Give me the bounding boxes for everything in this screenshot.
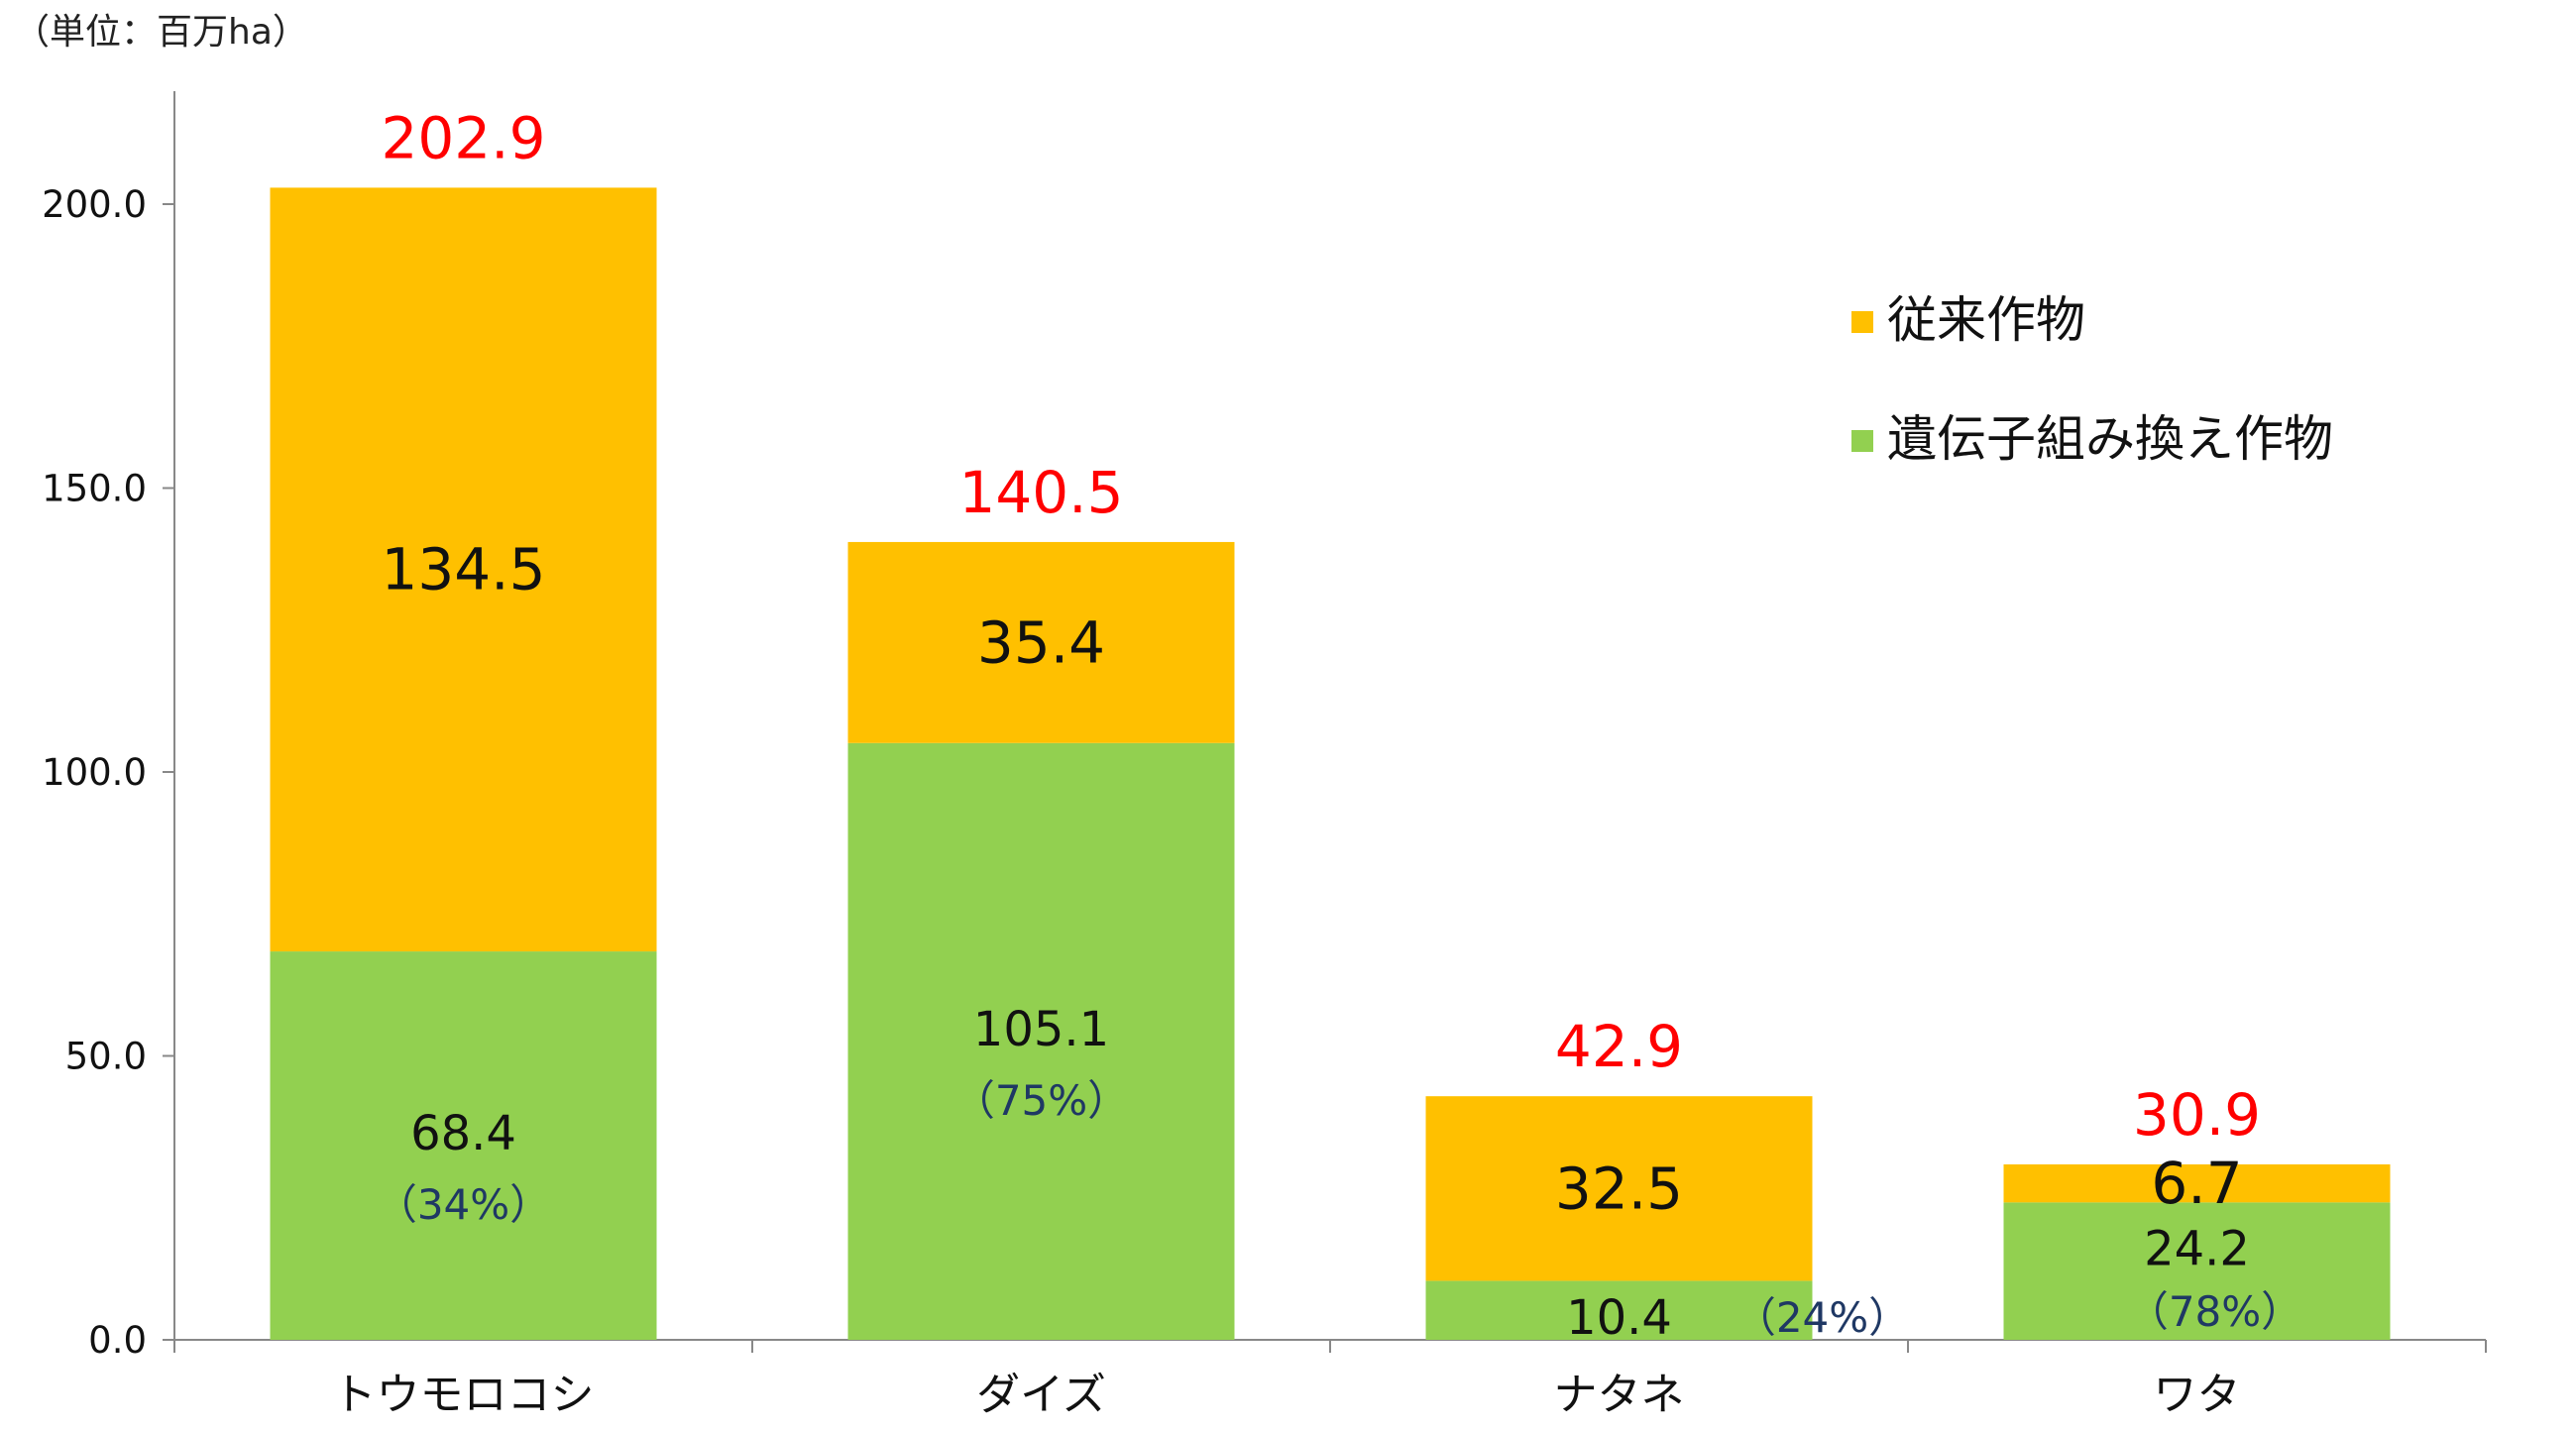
legend-label: 遺伝子組み換え作物 [1887,410,2333,468]
total-label: 42.9 [1555,1013,1683,1080]
legend-swatch [1851,311,1873,333]
gm-value-label: 68.4 [410,1106,516,1161]
gm-percent-label: （75%） [953,1076,1129,1125]
bar-segment-conventional [2003,1163,2391,1203]
gm-value-label: 105.1 [973,1002,1109,1057]
y-axis-ticks: 0.0 50.0 100.0 150.0 200.0 [42,183,174,1362]
bar-segment-gm [1425,1280,1813,1340]
conventional-value-label: 35.4 [977,608,1105,676]
category-label: ダイズ [976,1370,1106,1420]
gm-percent-label: （34%） [376,1180,551,1229]
y-tick-label: 50.0 [65,1036,147,1078]
total-label: 30.9 [2133,1081,2261,1149]
legend-label: 従来作物 [1887,291,2085,349]
bar-segment-conventional [270,187,657,952]
bar-segment-conventional [1425,1096,1813,1281]
conventional-value-label: 32.5 [1555,1155,1683,1222]
bar-labels: 202.9 134.5 68.4 （34%） 140.5 35.4 105.1 （75%） 42… [376,104,2302,1346]
gm-percent-label: （24%） [1735,1293,1910,1342]
category-label: ワタ [2154,1370,2241,1420]
conventional-value-label: 6.7 [2151,1150,2242,1217]
category-label: ナタネ [1554,1370,1685,1420]
x-axis-labels: トウモロコシ ダイズ ナタネ ワタ [333,1370,2241,1420]
gm-value-label: 10.4 [1566,1290,1672,1346]
bar-segment-gm [2003,1202,2391,1340]
bar-segment-gm [847,742,1235,1340]
bar-segment-gm [270,951,657,1340]
conventional-value-label: 134.5 [381,536,545,604]
legend-swatch [1851,430,1873,452]
total-label: 140.5 [958,459,1123,526]
bar-segment-conventional [847,541,1235,743]
total-label: 202.9 [381,104,545,171]
category-label: トウモロコシ [333,1370,595,1420]
y-tick-label: 0.0 [88,1319,147,1362]
bars [270,187,2391,1340]
gm-percent-label: （78%） [2127,1287,2302,1336]
y-tick-label: 200.0 [42,183,147,226]
gm-value-label: 24.2 [2144,1221,2250,1276]
unit-label: （単位：百万ha） [14,12,308,53]
y-tick-label: 150.0 [42,468,147,510]
y-tick-label: 100.0 [42,751,147,794]
